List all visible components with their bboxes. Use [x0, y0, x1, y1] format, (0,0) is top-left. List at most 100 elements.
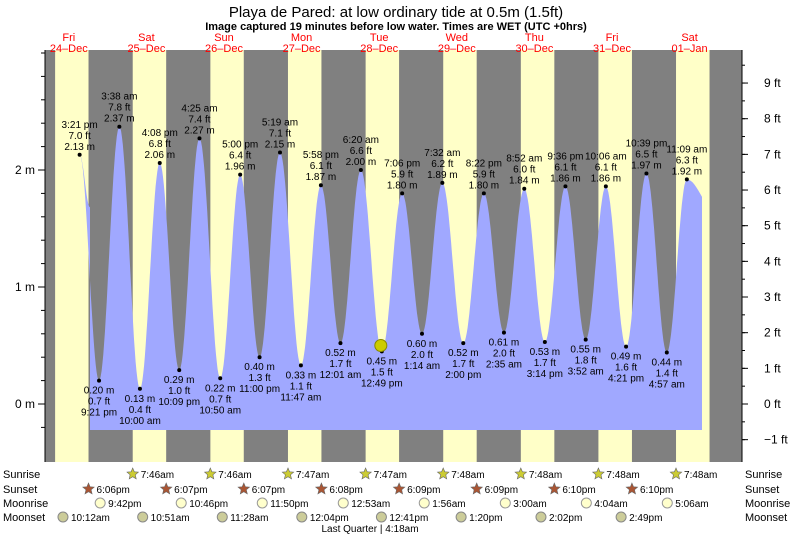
high-tide-dot	[358, 168, 363, 172]
low-tide-label: 0.52 m1.7 ft2:00 pm	[445, 348, 481, 381]
sunrise-icon	[203, 467, 217, 480]
tide-height-ft: 2.0 ft	[411, 350, 433, 361]
high-tide-dot	[117, 124, 122, 129]
high-tide-dot	[684, 177, 689, 182]
tide-height-ft: 1.1 ft	[290, 381, 312, 392]
tide-time: 3:38 am	[101, 92, 137, 103]
night-band	[45, 50, 56, 462]
tide-height-m: 1.89 m	[427, 170, 458, 181]
tide-time: 10:09 pm	[158, 397, 200, 408]
moonset-time: 2:02pm	[549, 513, 582, 524]
moonrise-time: 4:04am	[594, 499, 627, 510]
left-tick-label: 0 m	[15, 397, 35, 411]
sunset-icon	[159, 482, 173, 495]
astro-layer: Sunrise Sunrise 7:46am 7:46am 7:47am 7:47am 7:…	[3, 467, 790, 535]
tide-height-m: 0.45 m	[367, 356, 398, 367]
tide-height-ft: 2.0 ft	[493, 349, 515, 360]
tide-height-ft: 6.1 ft	[310, 161, 332, 172]
sunrise-icon	[126, 467, 140, 480]
right-tick-label: 1 ft	[764, 361, 781, 375]
tide-time: 3:21 pm	[62, 120, 98, 131]
tide-height-ft: 1.7 ft	[534, 358, 556, 369]
sunset-time: 6:06pm	[97, 485, 130, 496]
chart-subtitle: Image captured 19 minutes before low wat…	[205, 21, 587, 33]
tide-height-m: 0.13 m	[125, 394, 156, 405]
low-tide-label: 0.55 m1.8 ft3:52 am	[568, 345, 604, 378]
tide-height-ft: 6.4 ft	[229, 151, 251, 162]
tide-time: 7:32 am	[424, 148, 460, 159]
high-tide-label: 7:06 pm5.9 ft1.80 m	[384, 158, 420, 191]
day-name: Fri	[62, 32, 75, 44]
day-name: Fri	[606, 32, 619, 44]
tide-height-m: 0.60 m	[407, 339, 438, 350]
tide-height-m: 2.27 m	[184, 125, 215, 136]
moonset-icon	[615, 511, 627, 523]
high-tide-dot	[318, 183, 323, 188]
tide-time: 11:00 pm	[239, 384, 280, 395]
night-band	[709, 50, 742, 462]
sunrise-time: 7:48am	[684, 470, 717, 481]
moonrise-time: 9:42pm	[108, 499, 141, 510]
moon-phase-label: Last Quarter | 4:18am	[321, 524, 418, 535]
day-name: Thu	[525, 32, 544, 44]
tide-height-m: 0.20 m	[84, 386, 115, 397]
tide-height-m: 0.52 m	[325, 348, 356, 359]
tide-time: 10:00 am	[119, 416, 161, 427]
sunrise-icon	[359, 467, 373, 480]
day-date: 29–Dec	[438, 43, 476, 55]
tide-height-m: 0.49 m	[611, 352, 642, 363]
right-tick-label: 7 ft	[764, 147, 781, 161]
low-tide-dot	[298, 363, 303, 368]
tide-height-m: 1.80 m	[387, 180, 418, 191]
day-name: Sat	[138, 32, 155, 44]
moonset-icon	[57, 511, 69, 523]
high-tide-dot	[603, 184, 608, 189]
tide-height-ft: 7.8 ft	[108, 103, 130, 114]
tide-height-ft: 1.3 ft	[248, 373, 270, 384]
sunrise-time: 7:48am	[529, 470, 562, 481]
sunset-icon	[547, 482, 561, 495]
high-tide-label: 3:38 am7.8 ft2.37 m	[101, 92, 137, 125]
tide-time: 5:58 pm	[303, 150, 339, 161]
moonrise-time: 5:06am	[675, 499, 708, 510]
tide-height-m: 2.15 m	[265, 139, 296, 150]
tide-time: 12:01 am	[320, 370, 362, 381]
tide-time: 4:21 pm	[608, 374, 644, 385]
tide-height-ft: 6.2 ft	[431, 159, 453, 170]
moonrise-icon	[499, 497, 511, 509]
sunrise-time: 7:46am	[141, 470, 174, 481]
moonrise-icon	[337, 497, 349, 509]
day-name: Wed	[446, 32, 468, 44]
low-tide-dot	[338, 341, 343, 346]
right-tick-label: 9 ft	[764, 76, 781, 90]
high-tide-dot	[197, 136, 202, 141]
tide-height-ft: 7.4 ft	[188, 114, 210, 125]
tide-height-m: 2.06 m	[144, 150, 175, 161]
tide-time: 8:22 pm	[466, 158, 502, 169]
low-tide-dot	[137, 386, 142, 391]
right-tick-label: 0 ft	[764, 397, 781, 411]
tide-height-m: 1.97 m	[631, 161, 662, 172]
tide-time: 11:09 am	[666, 144, 707, 155]
high-tide-dot	[238, 172, 243, 177]
tide-height-m: 1.92 m	[672, 166, 703, 177]
header-layer: Playa de Pared: at low ordinary tide at …	[205, 4, 587, 33]
tide-time: 10:39 pm	[626, 139, 668, 150]
tide-time: 6:20 am	[343, 135, 379, 146]
tide-height-ft: 1.4 ft	[656, 369, 678, 380]
tide-time: 4:08 pm	[142, 128, 178, 139]
current-tide-marker	[374, 339, 388, 352]
tide-height-ft: 1.7 ft	[452, 359, 474, 370]
chart-title: Playa de Pared: at low ordinary tide at …	[229, 4, 563, 21]
tide-height-m: 1.86 m	[591, 173, 622, 184]
moonrise-time: 12:53am	[351, 499, 390, 510]
axis-layer: 0 m 1 m 2 m −1 ft 0 ft 1 ft 2 ft 3 ft 4 ft 5 ft 6 …	[15, 52, 788, 447]
moonset-time: 2:49pm	[629, 513, 662, 524]
high-tide-label: 5:00 pm6.4 ft1.96 m	[222, 140, 258, 173]
day-name: Mon	[291, 32, 312, 44]
day-date: 28–Dec	[360, 43, 398, 55]
low-tide-dot	[624, 344, 629, 349]
low-tide-label: 0.49 m1.6 ft4:21 pm	[608, 352, 644, 385]
